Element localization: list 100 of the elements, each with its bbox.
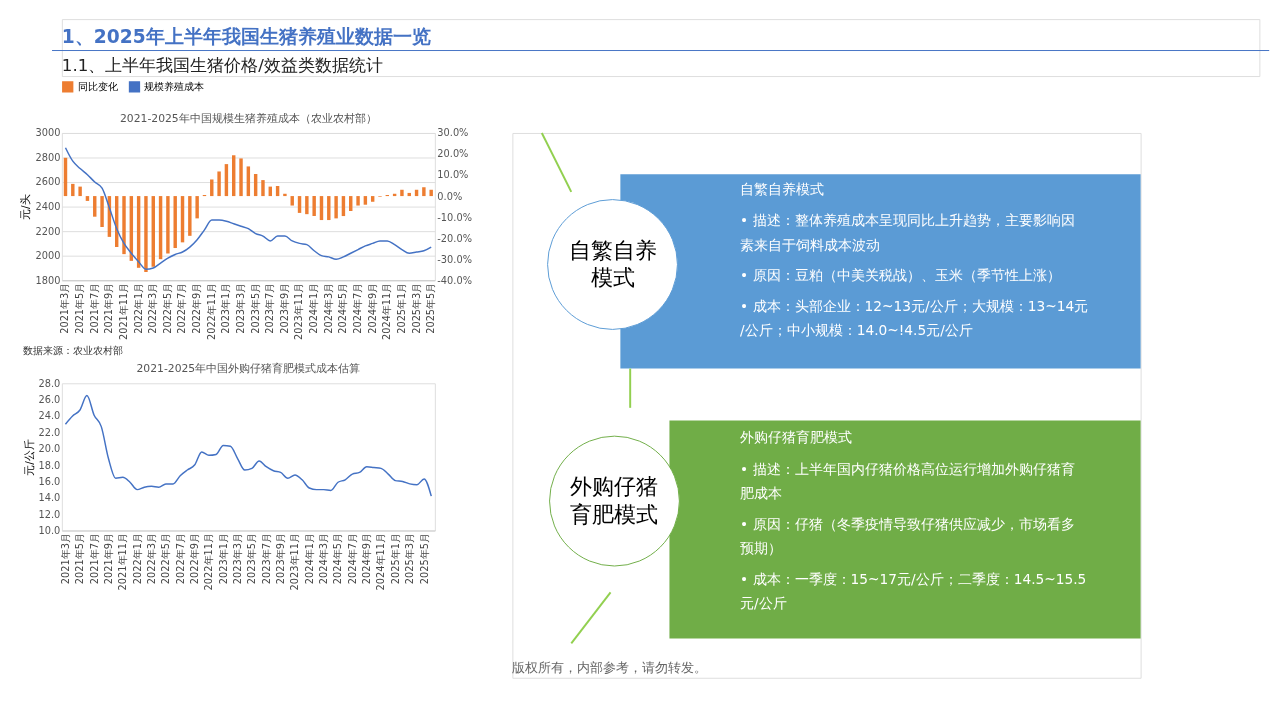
text: 自繁自养模式 <box>568 237 657 291</box>
bar <box>400 189 404 197</box>
x-tick-label: 2024年7月 <box>346 532 358 585</box>
y2-tick-label: 0.0% <box>437 190 463 202</box>
x-tick-label: 2023年11月 <box>289 532 301 591</box>
y-tick-label: 2800 <box>35 151 61 163</box>
y-tick-label: 24.0 <box>38 410 61 422</box>
x-tick-label: 2021年7月 <box>88 532 100 585</box>
text: 自繁自养模式 <box>740 180 825 197</box>
x-tick-label: 2022年11月 <box>203 532 215 591</box>
x-tick-label: 2023年7月 <box>260 532 272 585</box>
text: 1.1、上半年我国生猪价格/效益类数据统计 <box>61 56 383 76</box>
x-tick-label: 2023年7月 <box>264 282 276 334</box>
x-tick-label: 2021年5月 <box>74 282 86 334</box>
bar <box>370 196 375 202</box>
chart-title: 2021-2025年中国规模生猪养殖成本（农业农村部） <box>119 112 377 126</box>
x-tick-label: 2024年1月 <box>303 532 315 585</box>
x-tick-label: 2021年9月 <box>102 532 114 585</box>
bar <box>166 196 170 254</box>
legend-label: 同比变化 <box>77 80 118 92</box>
x-tick-label: 2023年5月 <box>249 282 261 334</box>
text: • 原因：仔猪（冬季疫情导致仔猪供应减少，市场看多预期） <box>740 515 1075 557</box>
y-axis-title: 元/公斤 <box>22 439 36 476</box>
y2-tick-label: -20.0% <box>437 232 472 244</box>
text: • 原因：豆粕（中美关税战）、玉米（季节性上涨） <box>740 267 1061 284</box>
bar <box>144 196 148 273</box>
bar <box>327 196 331 221</box>
bar <box>422 187 426 197</box>
y-tick-label: 12.0 <box>38 508 61 520</box>
x-tick-label: 2022年11月 <box>205 282 217 341</box>
x-tick-label: 2022年3月 <box>147 282 159 334</box>
text: • 成本：头部企业：12~13元/公斤；大规模：13~14元/公斤；中小规模：14.0~!4.5元/公斤 <box>740 297 1089 339</box>
bar <box>78 186 82 197</box>
x-tick-label: 2022年3月 <box>145 532 157 585</box>
x-tick-label: 2021年5月 <box>74 532 86 585</box>
x-tick-label: 2022年7月 <box>174 532 186 585</box>
text: • 描述：上半年国内仔猪价格高位运行增加外购仔猪育肥成本 <box>740 460 1075 502</box>
legend-label: 规模养殖成本 <box>144 80 205 92</box>
bar <box>363 196 368 205</box>
y-tick-label: 20.0 <box>38 443 61 455</box>
y-axis-title: 元/头 <box>19 194 33 220</box>
y-tick-label: 2600 <box>35 176 61 188</box>
bar <box>217 171 221 197</box>
text: • 描述：整体养殖成本呈现同比上升趋势，主要影响因素来自于饲料成本波动 <box>740 212 1075 253</box>
x-tick-label: 2024年9月 <box>366 282 378 334</box>
x-tick-label: 2022年5月 <box>161 282 173 334</box>
x-tick-label: 2024年9月 <box>361 532 373 585</box>
bar <box>188 196 192 236</box>
bar <box>100 196 104 227</box>
y2-tick-label: -10.0% <box>437 211 472 223</box>
bar <box>429 189 433 197</box>
x-tick-label: 2025年5月 <box>425 282 437 334</box>
x-tick-label: 2024年3月 <box>322 282 334 334</box>
y-tick-label: 14.0 <box>38 492 61 504</box>
x-tick-label: 2022年1月 <box>131 532 143 585</box>
x-tick-label: 2023年3月 <box>232 532 244 585</box>
y2-tick-label: -40.0% <box>437 274 472 286</box>
bar <box>283 193 287 197</box>
source-note: 数据来源：农业农村部 <box>22 344 123 356</box>
bar <box>71 183 75 197</box>
bar <box>356 196 360 206</box>
x-tick-label: 2024年11月 <box>381 282 393 341</box>
x-tick-label: 2024年5月 <box>337 282 349 334</box>
x-tick-label: 2025年3月 <box>410 282 422 334</box>
x-tick-label: 2024年5月 <box>332 532 344 585</box>
x-tick-label: 2024年1月 <box>308 282 320 334</box>
y-tick-label: 28.0 <box>38 377 61 389</box>
text: • 成本：一季度：15~17元/公斤；二季度：14.5~15.5元/公斤 <box>740 570 1087 612</box>
chart-title: 2021-2025年中国外购仔猪育肥模式成本估算 <box>136 362 361 376</box>
y-tick-label: 3000 <box>35 127 61 139</box>
bar <box>122 196 126 255</box>
y-tick-label: 26.0 <box>38 394 61 406</box>
y-tick-label: 16.0 <box>38 475 61 487</box>
bar <box>239 158 243 197</box>
line-series <box>64 394 432 497</box>
x-tick-label: 2022年9月 <box>188 532 200 585</box>
x-tick-label: 2021年3月 <box>59 282 71 334</box>
x-tick-label: 2022年5月 <box>160 532 172 585</box>
bar <box>312 196 316 217</box>
text: 外购仔猪育肥模式 <box>570 474 659 527</box>
line-series <box>64 146 432 270</box>
x-tick-label: 2021年11月 <box>117 282 129 341</box>
x-tick-label: 2022年7月 <box>176 282 188 334</box>
x-tick-label: 2022年9月 <box>191 282 203 334</box>
x-tick-label: 2021年9月 <box>103 282 115 334</box>
x-tick-label: 2025年1月 <box>395 282 407 334</box>
x-tick-label: 2021年3月 <box>59 532 71 585</box>
bar <box>334 196 338 219</box>
y2-tick-label: 30.0% <box>437 127 469 139</box>
y-tick-label: 1800 <box>35 274 61 286</box>
y-tick-label: 18.0 <box>38 459 61 471</box>
y-tick-label: 2200 <box>35 225 61 237</box>
x-tick-label: 2021年11月 <box>117 532 129 591</box>
bar <box>173 196 177 249</box>
text: 外购仔猪育肥模式 <box>740 429 853 446</box>
x-tick-label: 2025年5月 <box>418 532 430 585</box>
x-tick-label: 2023年9月 <box>278 282 290 334</box>
y-tick-label: 2400 <box>35 201 61 213</box>
bar <box>290 196 294 206</box>
bar <box>305 196 309 215</box>
